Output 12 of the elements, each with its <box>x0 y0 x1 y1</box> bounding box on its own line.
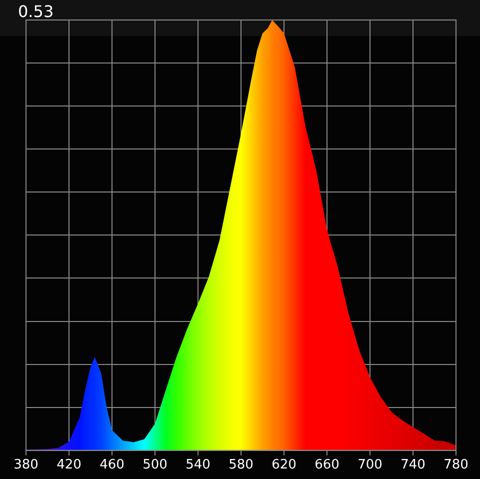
x-tick-label: 460 <box>100 458 124 473</box>
x-tick-label: 420 <box>56 458 82 473</box>
x-tick-label: 700 <box>358 458 382 473</box>
x-tick-label: 780 <box>444 458 468 473</box>
x-tick-label: 660 <box>314 458 340 473</box>
x-tick-label: 740 <box>400 458 426 473</box>
x-tick-label: 580 <box>228 458 254 473</box>
annotation: 0.53 <box>18 2 54 21</box>
x-tick-label: 380 <box>14 458 38 473</box>
x-tick-label: 620 <box>272 458 296 473</box>
x-tick-label: 500 <box>142 458 168 473</box>
x-tick-label: 540 <box>186 458 210 473</box>
